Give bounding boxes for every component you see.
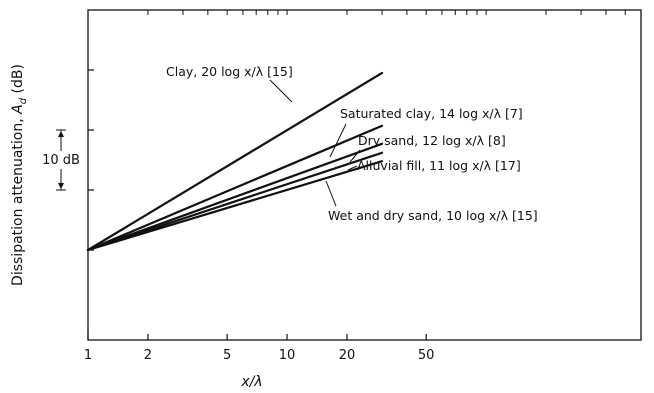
scale-bar-arrow-up bbox=[58, 131, 64, 137]
y-axis-title-unit: (dB) bbox=[10, 64, 26, 98]
series-label: Alluvial fill, 11 log x/λ [17] bbox=[357, 158, 521, 173]
series-label: Clay, 20 log x/λ [15] bbox=[166, 64, 293, 79]
series-labels: Clay, 20 log x/λ [15] Saturated clay, 14 … bbox=[166, 64, 538, 223]
series-leader-line bbox=[269, 79, 293, 103]
scale-bar: 10 dB bbox=[40, 129, 84, 191]
x-tick-label: 2 bbox=[144, 348, 152, 363]
x-axis-ticks: 1 2 5 10 20 50 bbox=[84, 334, 435, 363]
scale-bar-label-bg bbox=[40, 151, 84, 169]
series-line bbox=[86, 71, 384, 252]
y-axis-title-symbol: A bbox=[10, 104, 26, 115]
plot-frame bbox=[87, 9, 642, 341]
series-leader-line bbox=[325, 180, 337, 207]
scale-bar-arrow-down bbox=[58, 183, 64, 189]
top-minor-ticks bbox=[87, 10, 642, 15]
x-tick-label: 5 bbox=[223, 348, 231, 363]
x-tick-label: 10 bbox=[279, 348, 296, 363]
series-label: Wet and dry sand, 10 log x/λ [15] bbox=[328, 208, 538, 223]
series-line bbox=[86, 160, 384, 252]
y-axis-title-subscript: d bbox=[18, 97, 29, 104]
series-line bbox=[86, 142, 384, 252]
y-axis-title: Dissipation attenuation, Ad (dB) bbox=[10, 64, 29, 286]
series-lines bbox=[86, 71, 384, 252]
x-axis-title: x/λ bbox=[240, 374, 262, 390]
x-tick-label: 1 bbox=[84, 348, 92, 363]
series-leader-line bbox=[349, 149, 361, 163]
series-line bbox=[86, 124, 384, 252]
series-leader-line bbox=[347, 165, 358, 171]
series-label: Saturated clay, 14 log x/λ [7] bbox=[340, 106, 523, 121]
x-tick-label: 20 bbox=[339, 348, 356, 363]
scale-bar-label: 10 dB bbox=[42, 153, 80, 168]
y-axis-title-main: Dissipation attenuation, bbox=[10, 114, 26, 286]
series-leader-line bbox=[329, 123, 347, 158]
y-axis-ticks bbox=[88, 69, 94, 251]
series-label: Dry sand, 12 log x/λ [8] bbox=[358, 133, 506, 148]
x-tick-label: 50 bbox=[418, 348, 435, 363]
series-line bbox=[86, 151, 384, 252]
